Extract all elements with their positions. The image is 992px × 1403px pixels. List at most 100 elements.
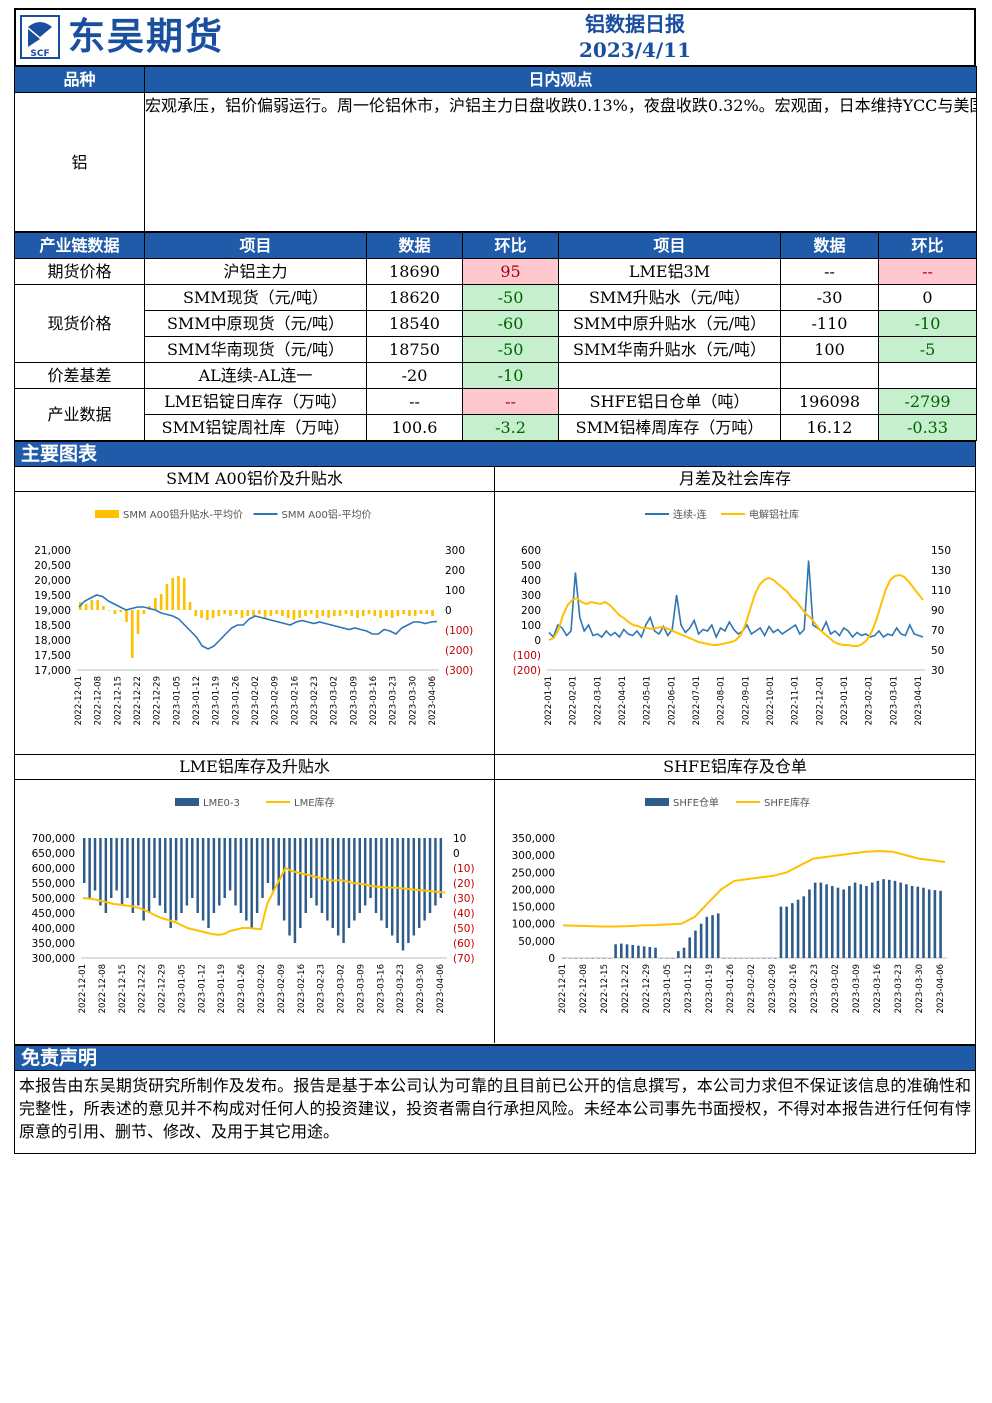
bar-mark	[419, 610, 423, 614]
x-tick-label: 2023-01-12	[684, 964, 694, 1013]
bar-mark	[910, 886, 914, 958]
x-tick-label: 2023-02-09	[768, 964, 778, 1013]
bar-mark	[115, 838, 118, 891]
bar-mark	[358, 838, 362, 913]
bar-mark	[234, 610, 238, 614]
bar-mark	[597, 958, 600, 959]
row-group-label: 价差基差	[14, 362, 145, 389]
bar-mark	[321, 610, 325, 616]
bar-mark	[728, 958, 731, 959]
y-tick-label: 100,000	[512, 919, 555, 931]
bar-mark	[933, 890, 937, 958]
x-tick-label: 2023-01-26	[231, 676, 241, 725]
y2-tick-label: (60)	[453, 938, 475, 950]
bar-mark	[401, 838, 405, 951]
right-value: --	[780, 258, 879, 285]
chart-spread-inventory: 连续-连 电解铝社库 600 500 400 300 200 100 0 (100) (200) 15…	[513, 508, 951, 725]
bar-mark	[791, 903, 794, 958]
y-tick-label: 550,000	[32, 878, 75, 890]
table-row: 现货价格 SMM现货（元/吨） 18620 -50 SMM升贴水（元/吨） -3…	[14, 284, 977, 363]
bar-mark	[356, 610, 359, 618]
bar-mark	[159, 594, 163, 610]
y2-tick-label: 0	[445, 605, 452, 617]
x-tick-label: 2022-12-15	[600, 964, 610, 1013]
row-group-label: 期货价格	[14, 258, 145, 285]
right-change: --	[878, 258, 977, 285]
bar-mark	[585, 958, 589, 959]
bar-mark	[282, 838, 286, 921]
x-tick-label: 2022-12-01	[78, 964, 88, 1013]
right-item: SHFE铝日仓单（吨）	[558, 388, 781, 415]
bar-mark	[229, 610, 232, 616]
y2-tick-label: (40)	[453, 908, 475, 920]
bar-mark	[369, 838, 372, 898]
right-value: 100	[780, 336, 879, 363]
x-tick-label: 2023-03-09	[356, 964, 366, 1013]
y2-tick-label: 70	[931, 625, 944, 637]
x-tick-label: 2022-12-01	[558, 964, 568, 1013]
row-group-label: 产业数据	[14, 388, 145, 441]
bar-mark	[568, 958, 572, 959]
bar-mark	[113, 610, 117, 614]
y-tick-label: (200)	[513, 665, 541, 677]
bar-mark	[320, 838, 324, 913]
y-tick-label: 300	[521, 590, 541, 602]
bar-mark	[299, 838, 302, 928]
bar-mark	[164, 838, 167, 913]
left-item: SMM华南现货（元/吨）	[144, 336, 367, 363]
bar-mark	[413, 610, 417, 616]
x-tick-label: 2023-01-05	[177, 964, 187, 1013]
col-header-item-left: 项目	[144, 232, 367, 259]
x-tick-label: 2022-12-15	[113, 676, 123, 725]
bar-mark	[84, 604, 88, 610]
bar-mark	[677, 951, 680, 958]
bar-mark	[293, 838, 297, 943]
right-value: 196098	[780, 388, 879, 415]
x-tick-label: 2022-03-01	[593, 676, 603, 725]
x-tick-label: 2023-03-23	[389, 676, 399, 725]
bar-mark	[218, 838, 221, 906]
bar-mark	[380, 838, 383, 921]
x-tick-label: 2023-01-05	[172, 676, 182, 725]
x-tick-label: 2023-01-12	[192, 676, 202, 725]
bar-mark	[927, 889, 931, 958]
y2-tick-label: (70)	[453, 953, 475, 965]
bar-mark	[591, 958, 595, 959]
bar-mark	[180, 838, 183, 913]
table-row: 期货价格 沪铝主力 18690 95 LME铝3M -- --	[14, 258, 977, 285]
x-tick-label: 2022-08-01	[717, 676, 727, 725]
chart-title: SHFE铝库存及仓单	[495, 755, 975, 780]
bar-mark	[165, 584, 169, 610]
report-page: SCF 东吴期货 铝数据日报 2023/4/11 品种 日内观点 铝 宏观承压，…	[14, 8, 977, 1154]
y-tick-label: 200,000	[512, 884, 555, 896]
bar-mark	[309, 610, 313, 614]
right-change: -2799	[878, 388, 977, 415]
series-line	[548, 560, 924, 640]
bar-mark	[255, 838, 259, 913]
data-table-header-row: 产业链数据 项目 数据 环比 项目 数据 环比	[14, 232, 977, 259]
bar-mark	[722, 958, 726, 959]
bar-mark	[428, 838, 432, 913]
bar-mark	[191, 838, 194, 898]
bar-mark	[688, 937, 692, 958]
disclaimer-title: 免责声明	[14, 1045, 976, 1071]
left-change: -50	[462, 284, 559, 311]
y2-tick-label: 150	[931, 545, 951, 557]
bar-mark	[716, 913, 720, 958]
y-tick-label: 150,000	[512, 902, 555, 914]
legend-swatch	[175, 798, 199, 806]
legend-swatch	[95, 510, 119, 518]
report-title: 铝数据日报	[585, 12, 685, 36]
bar-mark	[882, 879, 885, 958]
left-value: 18540	[366, 310, 463, 337]
bar-mark	[876, 880, 880, 958]
bar-mark	[602, 958, 606, 959]
bar-mark	[665, 958, 669, 959]
chart-panel-1: SMM A00铝价及升贴水 SMM A00铝升贴水-平均价 SMM A00铝-平均…	[15, 467, 495, 755]
bar-mark	[126, 838, 129, 898]
bar-mark	[228, 838, 232, 891]
x-tick-label: 2023-01-19	[217, 964, 227, 1013]
bar-mark	[808, 889, 811, 958]
x-tick-label: 2022-10-01	[766, 676, 776, 725]
bar-mark	[887, 879, 891, 958]
